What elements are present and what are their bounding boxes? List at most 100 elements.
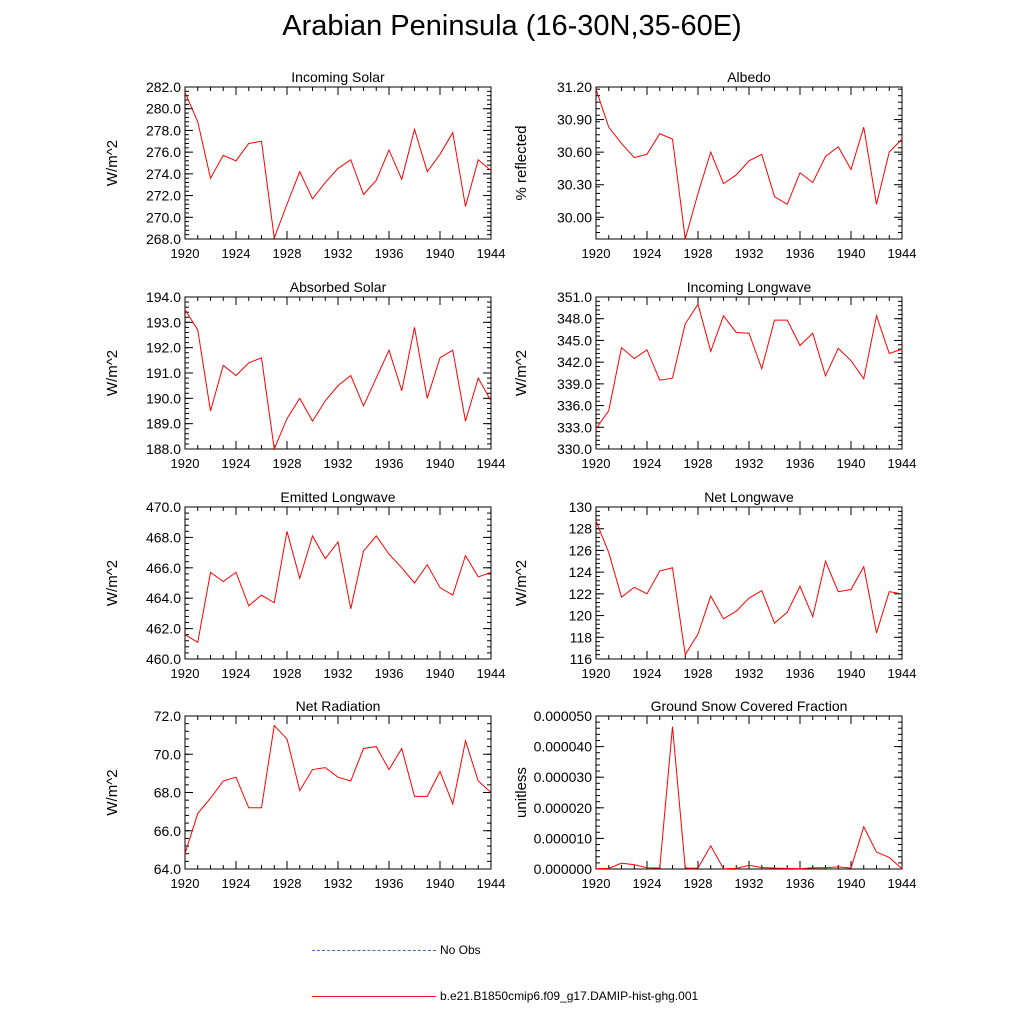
x-tick-label: 1932 [735, 666, 764, 681]
y-tick-label: 30.60 [557, 144, 592, 160]
y-tick-label: 339.0 [557, 376, 592, 392]
x-tick-label: 1936 [375, 876, 404, 891]
x-tick-label: 1944 [888, 666, 917, 681]
y-tick-label: 0.000010 [534, 830, 593, 846]
x-tick-label: 1944 [888, 456, 917, 471]
x-tick-label: 1932 [735, 456, 764, 471]
y-axis-label: W/m^2 [104, 560, 121, 606]
y-tick-label: 278.0 [146, 122, 181, 138]
x-tick-label: 1944 [888, 246, 917, 261]
x-tick-label: 1940 [426, 246, 455, 261]
x-tick-label: 1936 [786, 246, 815, 261]
chart-title: Ground Snow Covered Fraction [651, 698, 848, 714]
x-tick-label: 1928 [273, 876, 302, 891]
x-tick-label: 1928 [684, 666, 713, 681]
legend-swatch-dashed-blue [312, 949, 436, 951]
chart-panel-8: Ground Snow Covered Fraction 1920 1924 1928… [513, 698, 916, 891]
chart-panel-7: Net Radiation 1920 1924 1928 1932 1936 1940 194… [104, 698, 505, 891]
chart-title: Incoming Longwave [687, 279, 812, 295]
x-tick-label: 1940 [837, 666, 866, 681]
y-tick-label: 30.30 [557, 177, 592, 193]
x-tick-label: 1924 [633, 246, 662, 261]
x-tick-label: 1932 [324, 666, 353, 681]
y-tick-label: 72.0 [154, 708, 181, 724]
plot-frame [184, 715, 492, 870]
series-line [184, 309, 492, 451]
chart-panel-2: Albedo 1920 1924 1928 1932 1936 1940 1944 30.00 3… [513, 69, 916, 261]
x-tick-label: 1936 [375, 456, 404, 471]
y-axis-label: unitless [513, 767, 530, 818]
chart-title: Albedo [727, 69, 771, 85]
y-axis-label: W/m^2 [104, 769, 121, 815]
x-tick-label: 1920 [171, 876, 200, 891]
x-tick-label: 1928 [273, 246, 302, 261]
y-tick-label: 336.0 [557, 398, 592, 414]
y-tick-label: 31.20 [557, 79, 592, 95]
series-line [184, 92, 492, 239]
y-tick-label: 30.90 [557, 112, 592, 128]
chart-title: Emitted Longwave [280, 489, 395, 505]
y-tick-label: 191.0 [146, 365, 181, 381]
series-line [595, 303, 903, 430]
plot-frame [595, 506, 903, 660]
y-tick-label: 120 [569, 608, 593, 624]
x-tick-label: 1924 [222, 246, 251, 261]
y-tick-label: 351.0 [557, 289, 592, 305]
chart-panel-4: Incoming Longwave 1920 1924 1928 1932 1936 194… [513, 279, 916, 471]
y-tick-label: 30.00 [557, 209, 592, 225]
legend-item-no-obs: No Obs [312, 943, 481, 957]
x-tick-label: 1936 [375, 246, 404, 261]
y-axis-label: % reflected [513, 125, 530, 200]
x-tick-label: 1920 [171, 456, 200, 471]
chart-title: Net Radiation [296, 698, 381, 714]
y-tick-label: 280.0 [146, 101, 181, 117]
y-axis-label: W/m^2 [104, 140, 121, 186]
legend-label-no-obs: No Obs [440, 943, 481, 957]
x-tick-label: 1932 [324, 456, 353, 471]
x-tick-label: 1924 [222, 456, 251, 471]
y-tick-label: 116 [570, 651, 593, 667]
x-tick-label: 1944 [477, 456, 506, 471]
x-tick-label: 1924 [222, 876, 251, 891]
chart-panel-3: Absorbed Solar 1920 1924 1928 1932 1936 1940 19… [104, 279, 505, 471]
x-tick-label: 1932 [735, 246, 764, 261]
x-tick-label: 1940 [426, 666, 455, 681]
x-tick-label: 1924 [633, 666, 662, 681]
x-tick-label: 1932 [735, 876, 764, 891]
x-tick-label: 1944 [888, 876, 917, 891]
y-tick-label: 345.0 [557, 332, 592, 348]
chart-title: Net Longwave [704, 489, 794, 505]
chart-panel-5: Emitted Longwave 1920 1924 1928 1932 1936 1940… [104, 489, 505, 681]
x-tick-label: 1924 [222, 666, 251, 681]
x-tick-label: 1936 [786, 456, 815, 471]
plot-frame [184, 506, 492, 660]
x-tick-label: 1928 [684, 456, 713, 471]
x-tick-label: 1920 [582, 246, 611, 261]
y-tick-label: 122 [569, 586, 593, 602]
series-line [595, 520, 903, 657]
x-tick-label: 1920 [582, 666, 611, 681]
y-axis-label: W/m^2 [513, 350, 530, 396]
x-tick-label: 1936 [786, 876, 815, 891]
x-tick-label: 1940 [837, 876, 866, 891]
x-tick-label: 1924 [633, 456, 662, 471]
plot-frame [184, 86, 492, 240]
y-tick-label: 270.0 [146, 209, 181, 225]
plot-frame [184, 296, 492, 450]
y-tick-label: 342.0 [557, 354, 592, 370]
y-tick-label: 128 [569, 521, 593, 537]
chart-panel-1: Incoming Solar 1920 1924 1928 1932 1936 1940 19… [104, 69, 505, 261]
x-tick-label: 1924 [633, 876, 662, 891]
y-tick-label: 333.0 [557, 419, 592, 435]
x-tick-label: 1928 [273, 666, 302, 681]
x-tick-label: 1936 [786, 666, 815, 681]
y-tick-label: 460.0 [146, 651, 181, 667]
series-line [184, 531, 492, 644]
y-tick-label: 193.0 [146, 314, 181, 330]
plot-frame [595, 296, 903, 450]
x-tick-label: 1920 [171, 666, 200, 681]
y-tick-label: 282.0 [146, 79, 181, 95]
x-tick-label: 1940 [426, 876, 455, 891]
chart-title: Absorbed Solar [290, 279, 387, 295]
